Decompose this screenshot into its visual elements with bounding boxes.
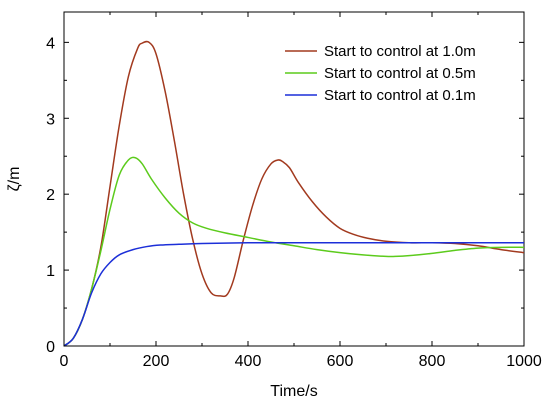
legend-label-3: Start to control at 0.1m [324, 87, 476, 104]
series-layer [63, 40, 525, 347]
y-tick-label: 1 [46, 263, 55, 280]
y-tick-label: 4 [46, 35, 55, 52]
x-tick-label: 200 [143, 353, 170, 370]
y-tick-label: 0 [46, 339, 55, 356]
series-line-2 [63, 156, 525, 347]
x-axis-title: Time/s [270, 383, 317, 400]
x-tick-label: 400 [235, 353, 262, 370]
series-line-3 [63, 241, 524, 347]
y-tick-label: 2 [46, 187, 55, 204]
y-tick-label: 3 [46, 111, 55, 128]
series-line-1 [63, 40, 525, 347]
x-tick-label: 800 [419, 353, 446, 370]
y-axis-title: ζ/m [6, 167, 23, 192]
x-tick-label: 600 [327, 353, 354, 370]
legend: Start to control at 1.0m Start to control… [285, 43, 476, 104]
legend-label-1: Start to control at 1.0m [324, 43, 476, 60]
axis-ticks: 0 200 400 600 800 1000 0 1 2 3 4 [46, 12, 542, 370]
x-tick-label: 1000 [506, 353, 542, 370]
x-tick-label: 0 [60, 353, 69, 370]
legend-label-2: Start to control at 0.5m [324, 65, 476, 82]
